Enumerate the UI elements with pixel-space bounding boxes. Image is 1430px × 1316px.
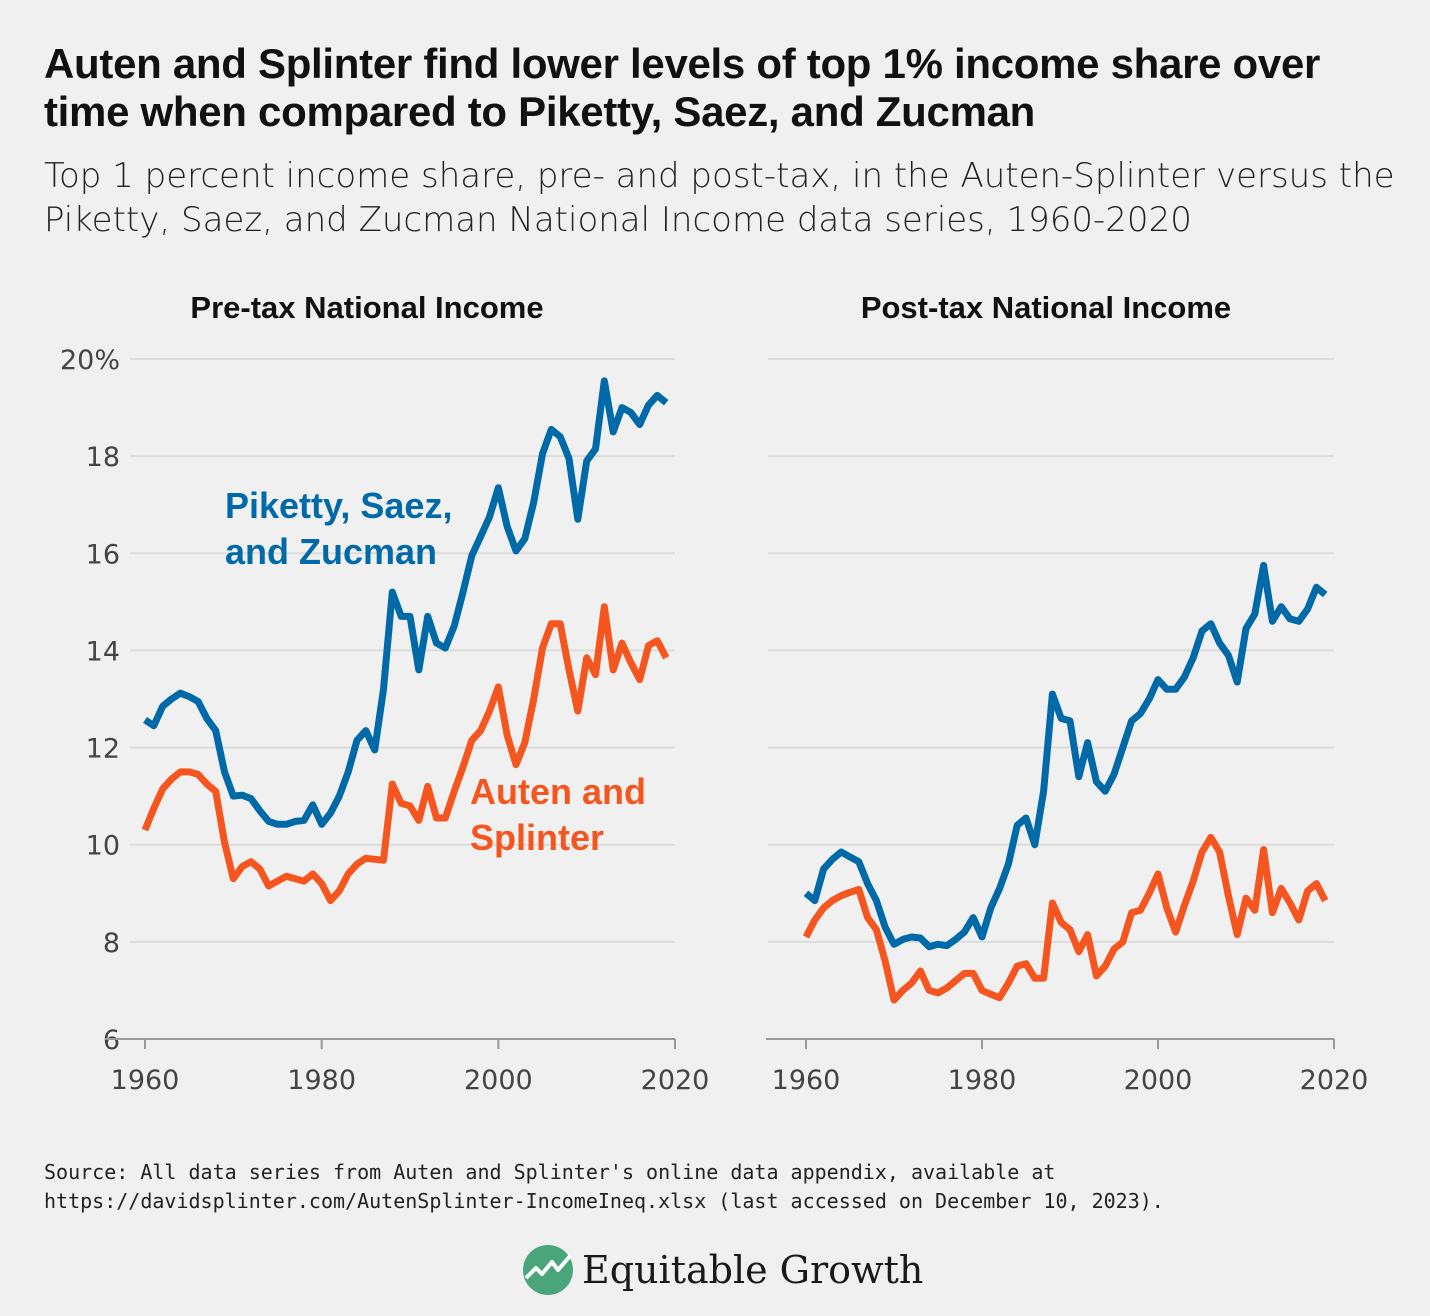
y-tick-label: 10 bbox=[86, 831, 120, 862]
y-tick-label: 6 bbox=[103, 1025, 120, 1056]
y-tick-label: 14 bbox=[86, 636, 120, 667]
panel-title: Post-tax National Income bbox=[861, 290, 1231, 325]
x-tick-label: 1980 bbox=[287, 1065, 356, 1096]
x-tick-label: 2020 bbox=[1300, 1065, 1369, 1096]
series-line-piketty-saez-zucman bbox=[143, 377, 669, 828]
x-tick-label: 1960 bbox=[111, 1065, 180, 1096]
chart-title: Auten and Splinter find lower levels of … bbox=[44, 40, 1321, 135]
x-tick-label: 1980 bbox=[948, 1065, 1017, 1096]
logo: Equitable Growth bbox=[522, 1244, 923, 1296]
series-label-auten-splinter: Splinter bbox=[470, 817, 604, 858]
series-line-auten-splinter bbox=[802, 833, 1329, 1004]
equitable-growth-logo-icon bbox=[523, 1245, 573, 1295]
source-line-2: https://davidsplinter.com/AutenSplinter-… bbox=[44, 1189, 1164, 1213]
series-line-auten-splinter bbox=[141, 603, 670, 905]
series-line-piketty-saez-zucman bbox=[803, 561, 1328, 951]
x-tick-label: 2000 bbox=[464, 1065, 533, 1096]
x-tick-label: 2020 bbox=[641, 1065, 710, 1096]
y-tick-label: 12 bbox=[86, 734, 120, 765]
series-label-piketty-saez-zucman: Piketty, Saez, bbox=[225, 485, 452, 526]
x-tick-label: 1960 bbox=[772, 1065, 841, 1096]
series-label-auten-splinter: Auten and bbox=[470, 771, 646, 812]
chart-subtitle: Top 1 percent income share, pre- and pos… bbox=[44, 156, 1395, 240]
y-tick-label: 16 bbox=[86, 539, 120, 570]
source-note: Source: All data series from Auten and S… bbox=[44, 1158, 1164, 1216]
y-tick-label: 18 bbox=[86, 442, 120, 473]
y-tick-label: 8 bbox=[103, 928, 120, 959]
x-tick-label: 2000 bbox=[1124, 1065, 1193, 1096]
logo-text: Equitable Growth bbox=[582, 1248, 924, 1292]
panel-title: Pre-tax National Income bbox=[190, 290, 543, 325]
y-tick-label: 20% bbox=[60, 345, 120, 376]
series-label-piketty-saez-zucman: and Zucman bbox=[225, 531, 437, 572]
chart-area: Pre-tax National Income 20% 18 16 14 12 10 8 6 19… bbox=[60, 290, 1369, 1096]
source-line-1: Source: All data series from Auten and S… bbox=[44, 1160, 1056, 1184]
